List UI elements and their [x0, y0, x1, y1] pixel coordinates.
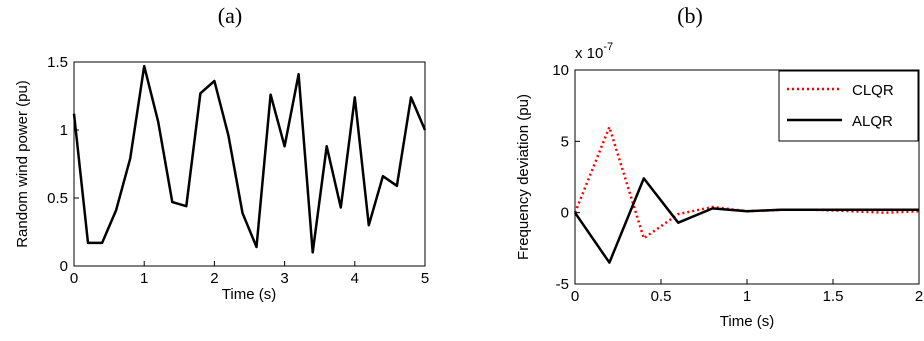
chart-b-series [573, 125, 920, 264]
chart-a-plot-frame [73, 61, 426, 267]
chart-a-x-tick-label: 2 [210, 270, 218, 287]
chart-b-series-line-1 [573, 177, 919, 264]
chart-b-y-tick-label: -5 [556, 276, 569, 293]
chart-b-y-axis-label: Frequency deviation (pu) [515, 94, 532, 260]
chart-a-series-line-0 [72, 64, 427, 254]
chart-a-panel-label: (a) [218, 3, 242, 28]
chart-a-y-tick-label: 1 [60, 122, 68, 139]
chart-b-x-tick-label: 1 [743, 288, 751, 305]
chart-b-x-axis-label: Time (s) [720, 313, 774, 330]
chart-b-panel-label: (b) [677, 3, 703, 28]
chart-a-x-tick-label: 1 [140, 270, 148, 287]
chart-b-x-tick-label: 0 [571, 288, 579, 305]
chart-a: (a) 0 1 2 3 4 5 0 0.5 1 1.5 Time (s) Random wind… [14, 3, 429, 303]
chart-a-x-tick-label: 4 [351, 270, 359, 287]
legend-label-clqr: CLQR [852, 82, 894, 99]
chart-b-x-tick-label: 2 [915, 288, 923, 305]
chart-b-legend: CLQR ALQR [778, 70, 919, 142]
chart-a-x-tick-label: 0 [70, 270, 78, 287]
chart-b-legend-box [778, 70, 919, 142]
chart-a-x-tick-label: 3 [280, 270, 288, 287]
chart-b-x-tick-label: 1.5 [823, 288, 844, 305]
chart-b-x-tick-label: 0.5 [651, 288, 672, 305]
chart-b-y-tick-label: 5 [561, 133, 569, 150]
chart-b-y-tick-label: 10 [552, 62, 569, 79]
chart-a-y-tick-label: 0 [60, 258, 68, 275]
chart-a-y-axis-label: Random wind power (pu) [14, 80, 31, 248]
chart-a-x-axis-label: Time (s) [222, 286, 276, 303]
chart-b-y-multiplier: x 10-7 [575, 41, 613, 62]
chart-b-x-axis: 0 0.5 1 1.5 2 [571, 279, 923, 305]
chart-a-y-axis: 0 0.5 1 1.5 [47, 54, 79, 275]
chart-a-y-tick-label: 1.5 [47, 54, 68, 71]
legend-label-alqr: ALQR [852, 113, 893, 130]
chart-a-x-tick-label: 5 [421, 270, 429, 287]
chart-b-y-axis: -5 0 5 10 [552, 62, 580, 293]
chart-b-y-tick-label: 0 [561, 205, 569, 222]
chart-a-x-axis: 0 1 2 3 4 5 [70, 261, 429, 287]
chart-a-y-tick-label: 0.5 [47, 190, 68, 207]
chart-a-series [72, 64, 427, 254]
